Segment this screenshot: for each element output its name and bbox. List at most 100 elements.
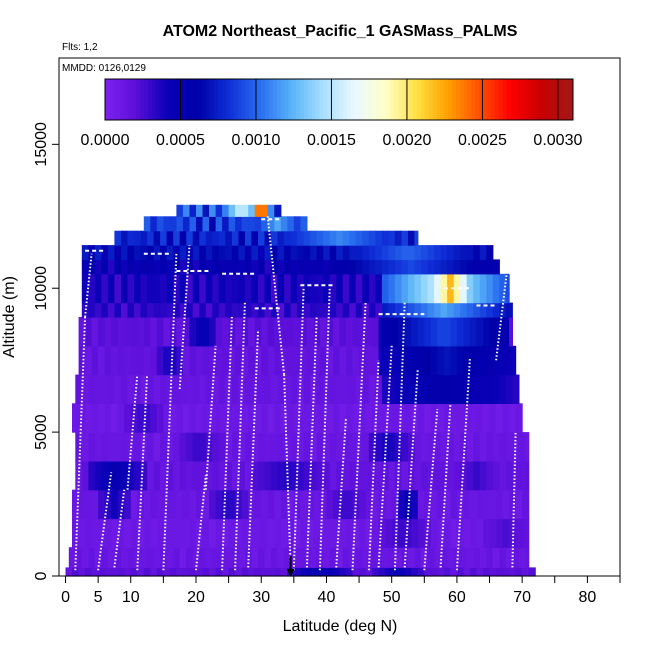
heatmap-cell: [101, 245, 109, 261]
heatmap-cell: [101, 547, 109, 568]
heatmap-cell: [486, 273, 494, 304]
heatmap-cell: [173, 374, 181, 404]
heatmap-cell: [310, 374, 318, 404]
heatmap-cell: [460, 302, 468, 318]
heatmap-cell: [248, 403, 256, 433]
axes: 0 5 10 20 30 40 50 60 70 80 0 5000 10000 15000: [33, 122, 621, 606]
heatmap-cell: [261, 204, 269, 217]
heatmap-cell: [388, 547, 396, 568]
colorbar-swatch: [190, 79, 196, 120]
heatmap-cell: [323, 245, 331, 261]
heatmap-cell: [202, 345, 210, 376]
heatmap-cell: [319, 518, 327, 548]
heatmap-cell: [453, 259, 461, 275]
heatmap-cell: [143, 345, 151, 376]
heatmap-cell: [280, 403, 288, 433]
heatmap-cell: [134, 432, 142, 462]
heatmap-cell: [466, 374, 474, 404]
colorbar-swatch: [327, 79, 332, 120]
heatmap-cell: [342, 259, 350, 275]
heatmap-cell: [476, 317, 484, 347]
heatmap-cell: [189, 204, 197, 217]
heatmap-cell: [316, 547, 324, 568]
colorbar-swatch: [389, 79, 395, 120]
heatmap-cell: [215, 317, 223, 347]
heatmap-cell: [228, 489, 236, 520]
heatmap-cell: [499, 547, 507, 568]
heatmap-cell: [479, 374, 487, 404]
heatmap-cell: [427, 273, 435, 304]
heatmap-cell: [81, 460, 89, 491]
heatmap-cell: [248, 567, 256, 577]
heatmap-cell: [430, 489, 438, 520]
heatmap-cell: [408, 547, 416, 568]
heatmap-cell: [163, 518, 171, 548]
heatmap-cell: [258, 432, 266, 462]
heatmap-cell: [248, 518, 256, 548]
heatmap-cell: [225, 432, 233, 462]
colorbar-swatch: [222, 79, 227, 120]
heatmap-cell: [199, 245, 207, 261]
heatmap-cell: [140, 230, 148, 246]
heatmap-cell: [326, 518, 334, 548]
heatmap-cell: [137, 567, 145, 577]
heatmap-cell: [316, 374, 324, 404]
heatmap-cell: [394, 259, 402, 275]
heatmap-cell: [427, 547, 435, 568]
heatmap-cell: [176, 204, 184, 217]
heatmap-cell: [251, 230, 259, 246]
heatmap-cell: [169, 518, 177, 548]
heatmap-cell: [365, 317, 373, 347]
heatmap-cell: [293, 403, 301, 433]
heatmap-cell: [319, 317, 327, 347]
heatmap-cell: [375, 230, 383, 246]
heatmap-cell: [235, 345, 243, 376]
heatmap-cell: [470, 345, 478, 376]
heatmap-cell: [251, 547, 259, 568]
heatmap-cell: [88, 547, 96, 568]
profile-track: [178, 245, 191, 389]
heatmap-cell: [450, 489, 458, 520]
heatmap-cell: [147, 460, 155, 491]
heatmap-cell: [456, 345, 464, 376]
heatmap-cell: [388, 302, 396, 318]
heatmap-cell: [225, 230, 233, 246]
heatmap-cell: [218, 259, 226, 275]
heatmap-cell: [127, 273, 135, 304]
heatmap-cell: [346, 489, 354, 520]
heatmap-cell: [199, 302, 207, 318]
heatmap-cell: [489, 403, 497, 433]
heatmap-cell: [215, 489, 223, 520]
heatmap-cell: [277, 273, 285, 304]
heatmap-cell: [258, 259, 266, 275]
heatmap-cell: [94, 460, 102, 491]
heatmap-cell: [303, 245, 311, 261]
heatmap-cell: [290, 302, 298, 318]
heatmap-cell: [225, 259, 233, 275]
colorbar-swatch: [413, 79, 418, 120]
heatmap-cell: [368, 374, 376, 404]
heatmap-cell: [88, 460, 96, 491]
heatmap-cell: [378, 403, 386, 433]
heatmap-cell: [163, 403, 171, 433]
heatmap-cell: [196, 204, 204, 217]
heatmap-cell: [280, 345, 288, 376]
heatmap-cell: [104, 567, 112, 577]
heatmap-cell: [156, 216, 164, 232]
colorbar-swatch: [128, 79, 133, 120]
heatmap-cell: [231, 460, 239, 491]
heatmap-cell: [196, 518, 204, 548]
colorbar-swatch: [155, 79, 161, 120]
heatmap-cell: [372, 518, 380, 548]
heatmap-cell: [443, 317, 451, 347]
heatmap-cell: [388, 245, 396, 261]
heatmap-cell: [98, 518, 106, 548]
heatmap-cell: [333, 518, 341, 548]
heatmap-cell: [417, 345, 425, 376]
x-tick-label: 0: [61, 589, 70, 606]
profile-track: [423, 409, 439, 571]
heatmap-cell: [329, 259, 337, 275]
heatmap-cell: [447, 245, 455, 261]
heatmap-cell: [196, 403, 204, 433]
heatmap-cell: [421, 273, 429, 304]
